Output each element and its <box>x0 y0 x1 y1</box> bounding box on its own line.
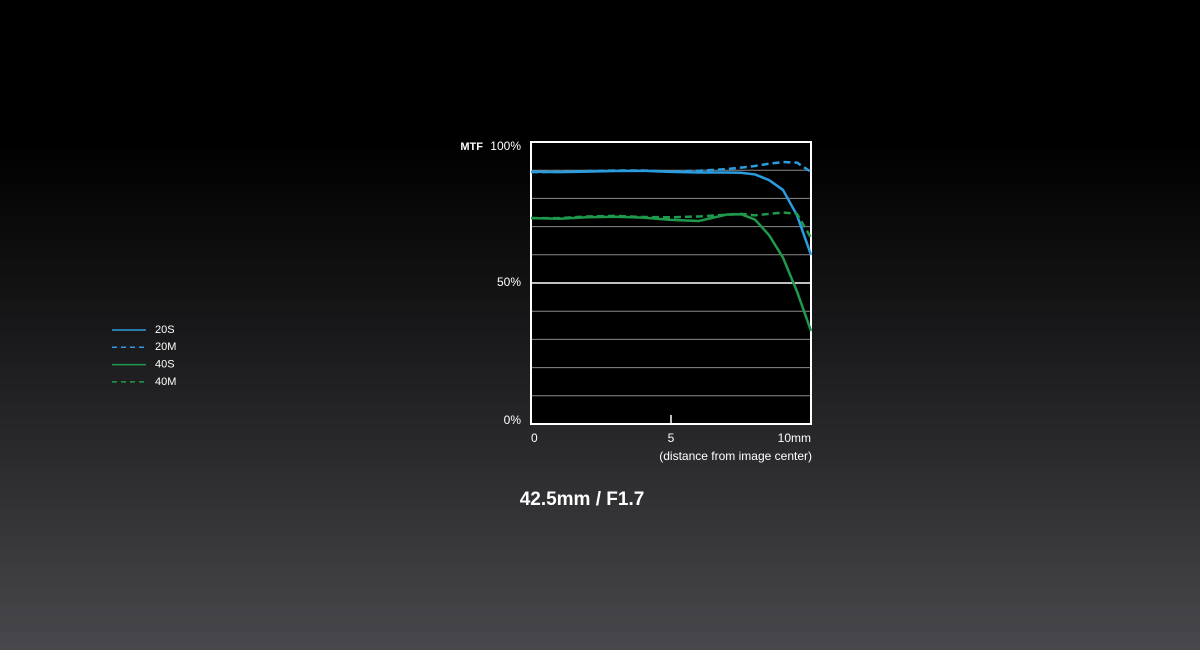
y-tick-label: 100% <box>490 139 521 153</box>
y-axis-label: MTF <box>460 141 483 153</box>
x-axis-label: (distance from image center) <box>659 449 812 463</box>
x-tick-label: 10mm <box>778 431 811 445</box>
series-line <box>530 160 812 174</box>
series-line <box>531 211 813 239</box>
x-tick-label: 5 <box>668 431 675 445</box>
legend-label: 20S <box>155 324 175 336</box>
legend-label: 20M <box>155 341 176 353</box>
x-tick-label: 0 <box>531 431 538 445</box>
y-tick-label: 50% <box>497 275 521 289</box>
legend-label: 40S <box>155 359 175 371</box>
chart-title: 42.5mm / F1.7 <box>520 489 645 510</box>
plot-frame <box>530 141 812 425</box>
y-tick-label: 0% <box>504 413 522 427</box>
legend-label: 40M <box>155 376 176 388</box>
